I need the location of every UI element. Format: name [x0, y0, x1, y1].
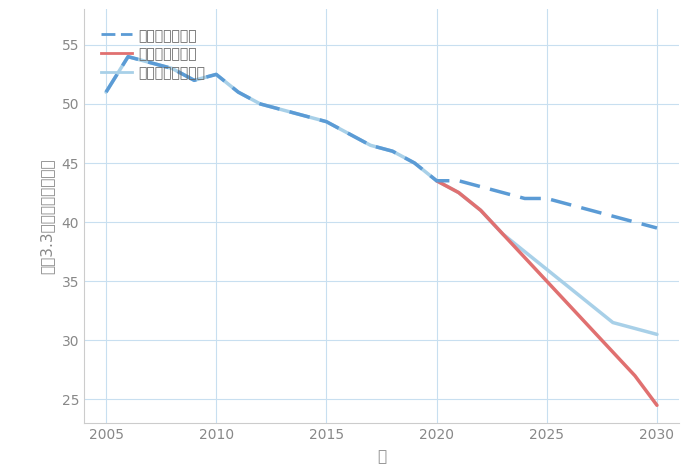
Legend: グッドシナリオ, バッドシナリオ, ノーマルシナリオ: グッドシナリオ, バッドシナリオ, ノーマルシナリオ [97, 24, 210, 85]
Y-axis label: 坪（3.3㎡）単価（万円）: 坪（3.3㎡）単価（万円） [40, 158, 55, 274]
X-axis label: 年: 年 [377, 449, 386, 464]
